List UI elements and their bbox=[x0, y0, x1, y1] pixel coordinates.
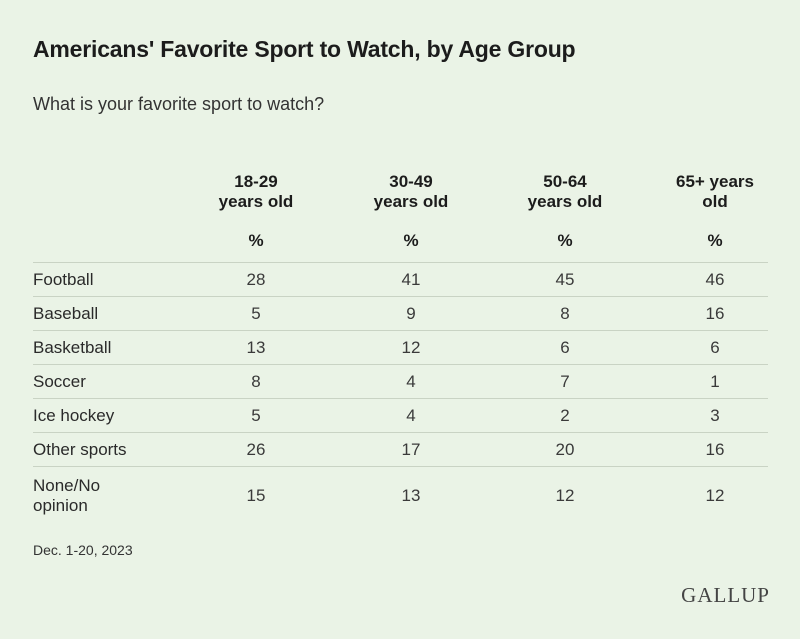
table-row: Soccer 8 4 7 1 bbox=[33, 364, 768, 399]
row-label: None/No opinion bbox=[33, 476, 100, 516]
survey-date: Dec. 1-20, 2023 bbox=[33, 542, 133, 558]
column-header-line: years old bbox=[373, 192, 449, 211]
table-cell: 20 bbox=[555, 440, 575, 459]
column-header-line: years old bbox=[218, 192, 294, 211]
table-cell: 5 bbox=[251, 406, 261, 425]
table-cell: 12 bbox=[705, 486, 725, 505]
table-cell: 4 bbox=[406, 406, 416, 425]
table-row: Other sports 26 17 20 16 bbox=[33, 432, 768, 467]
table-cell: 12 bbox=[401, 338, 421, 357]
column-header-line: 30-49 bbox=[389, 172, 433, 191]
table-cell: 28 bbox=[246, 270, 266, 289]
unit-header: % bbox=[557, 231, 573, 250]
table-cell: 8 bbox=[560, 304, 570, 323]
column-header: 50-64 years old bbox=[490, 172, 640, 212]
row-label: Football bbox=[33, 270, 93, 290]
table-cell: 2 bbox=[560, 406, 570, 425]
table-cell: 16 bbox=[705, 304, 725, 323]
column-header-line: 50-64 bbox=[543, 172, 587, 191]
table-cell: 1 bbox=[710, 372, 720, 391]
column-header: 18-29 years old bbox=[181, 172, 331, 212]
table-row: Football 28 41 45 46 bbox=[33, 262, 768, 297]
row-label-line: None/No bbox=[33, 476, 101, 495]
row-label: Ice hockey bbox=[33, 406, 114, 426]
column-header-line: old bbox=[702, 192, 728, 211]
row-label: Baseball bbox=[33, 304, 98, 324]
row-label-line: Ice hockey bbox=[33, 406, 115, 425]
table-cell: 8 bbox=[251, 372, 261, 391]
table-cell: 16 bbox=[705, 440, 725, 459]
row-label-line: Basketball bbox=[33, 338, 112, 357]
table-row: None/No opinion 15 13 12 12 bbox=[33, 466, 768, 525]
row-label: Soccer bbox=[33, 372, 86, 392]
unit-header: % bbox=[707, 231, 723, 250]
table-cell: 45 bbox=[555, 270, 575, 289]
table-row: Baseball 5 9 8 16 bbox=[33, 296, 768, 331]
row-label-line: Soccer bbox=[33, 372, 86, 391]
chart-title: Americans' Favorite Sport to Watch, by A… bbox=[33, 36, 576, 62]
table-cell: 17 bbox=[401, 440, 421, 459]
row-label: Basketball bbox=[33, 338, 111, 358]
table-cell: 13 bbox=[401, 486, 421, 505]
table-cell: 46 bbox=[705, 270, 725, 289]
row-label-line: opinion bbox=[33, 496, 88, 515]
chart-subtitle: What is your favorite sport to watch? bbox=[33, 94, 325, 114]
table-cell: 4 bbox=[406, 372, 416, 391]
table-cell: 6 bbox=[560, 338, 570, 357]
table-cell: 3 bbox=[710, 406, 720, 425]
table-row: Ice hockey 5 4 2 3 bbox=[33, 398, 768, 433]
table-cell: 13 bbox=[246, 338, 266, 357]
table-cell: 12 bbox=[555, 486, 575, 505]
table-cell: 7 bbox=[560, 372, 570, 391]
table-cell: 6 bbox=[710, 338, 720, 357]
row-label: Other sports bbox=[33, 440, 127, 460]
column-header: 30-49 years old bbox=[336, 172, 486, 212]
table-cell: 9 bbox=[406, 304, 416, 323]
unit-header: % bbox=[403, 231, 419, 250]
column-header: 65+ years old bbox=[640, 172, 790, 212]
table-cell: 26 bbox=[246, 440, 266, 459]
table-cell: 41 bbox=[401, 270, 421, 289]
row-label-line: Baseball bbox=[33, 304, 99, 323]
row-label-line: Other sports bbox=[33, 440, 127, 459]
row-label-line: Football bbox=[33, 270, 94, 289]
column-header-line: 65+ years bbox=[676, 172, 754, 191]
gallup-logo: GALLUP bbox=[681, 583, 770, 607]
table-cell: 15 bbox=[246, 486, 266, 505]
column-header-line: 18-29 bbox=[234, 172, 278, 191]
column-header-line: years old bbox=[527, 192, 603, 211]
table-cell: 5 bbox=[251, 304, 261, 323]
table-row: Basketball 13 12 6 6 bbox=[33, 330, 768, 365]
unit-header: % bbox=[248, 231, 264, 250]
